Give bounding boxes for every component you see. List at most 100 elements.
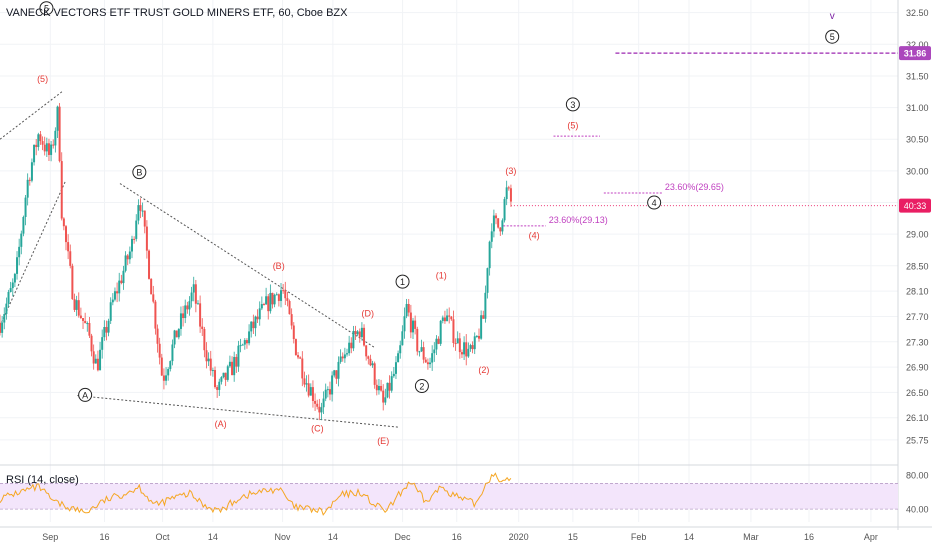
candle-body[interactable] — [343, 354, 346, 359]
candle-body[interactable] — [407, 303, 410, 313]
candle-body[interactable] — [256, 316, 259, 320]
candle-body[interactable] — [150, 278, 153, 295]
candle-body[interactable] — [397, 353, 400, 363]
candle-body[interactable] — [231, 361, 234, 376]
candle-body[interactable] — [294, 339, 297, 356]
candle-body[interactable] — [250, 321, 253, 332]
candle-body[interactable] — [354, 330, 357, 335]
candle-body[interactable] — [199, 303, 202, 327]
candle-body[interactable] — [341, 356, 344, 359]
candle-body[interactable] — [271, 292, 274, 305]
candle-body[interactable] — [326, 389, 329, 391]
candle-body[interactable] — [156, 328, 159, 344]
candle-body[interactable] — [1, 322, 4, 333]
candle-body[interactable] — [490, 231, 493, 242]
candle-body[interactable] — [241, 344, 244, 346]
candle-body[interactable] — [509, 188, 512, 202]
candle-body[interactable] — [497, 218, 500, 228]
candle-body[interactable] — [401, 331, 404, 346]
candle-body[interactable] — [380, 385, 383, 391]
candle-body[interactable] — [0, 322, 1, 333]
candle-body[interactable] — [245, 340, 248, 344]
candle-body[interactable] — [377, 385, 380, 391]
candle-body[interactable] — [214, 370, 217, 388]
candle-body[interactable] — [52, 144, 55, 146]
candle-body[interactable] — [339, 356, 342, 362]
candle-body[interactable] — [482, 315, 485, 319]
candle-body[interactable] — [282, 290, 285, 292]
candle-body[interactable] — [429, 362, 432, 365]
candle-body[interactable] — [384, 397, 387, 403]
candle-body[interactable] — [203, 329, 206, 351]
candle-body[interactable] — [135, 220, 138, 239]
candle-body[interactable] — [141, 210, 144, 212]
candle-body[interactable] — [39, 134, 42, 142]
candle-body[interactable] — [194, 284, 197, 304]
candle-body[interactable] — [405, 303, 408, 317]
candle-series[interactable] — [0, 103, 512, 421]
candle-body[interactable] — [465, 342, 468, 357]
candle-body[interactable] — [18, 246, 21, 258]
candle-body[interactable] — [196, 303, 199, 305]
candle-body[interactable] — [301, 358, 304, 379]
candle-body[interactable] — [324, 389, 327, 399]
candle-body[interactable] — [394, 362, 397, 374]
candle-body[interactable] — [441, 317, 444, 321]
candle-body[interactable] — [143, 210, 146, 227]
candle-body[interactable] — [84, 320, 87, 324]
candle-body[interactable] — [297, 355, 300, 358]
candle-body[interactable] — [473, 336, 476, 350]
candle-body[interactable] — [492, 215, 495, 232]
candle-body[interactable] — [41, 141, 44, 145]
candle-body[interactable] — [133, 238, 136, 240]
candle-body[interactable] — [356, 331, 359, 335]
candle-body[interactable] — [86, 323, 89, 325]
candle-body[interactable] — [309, 387, 312, 396]
candle-body[interactable] — [454, 343, 457, 345]
candle-body[interactable] — [139, 205, 142, 211]
candle-body[interactable] — [248, 331, 251, 344]
candle-body[interactable] — [386, 382, 389, 398]
candle-body[interactable] — [412, 320, 415, 333]
candle-body[interactable] — [318, 406, 321, 413]
candle-body[interactable] — [35, 144, 38, 148]
candle-body[interactable] — [218, 381, 221, 390]
candle-body[interactable] — [171, 344, 174, 362]
candle-body[interactable] — [363, 327, 366, 346]
candle-body[interactable] — [182, 313, 185, 319]
candle-body[interactable] — [222, 372, 225, 378]
candle-body[interactable] — [288, 301, 291, 315]
candle-body[interactable] — [499, 227, 502, 232]
candle-body[interactable] — [101, 337, 104, 350]
candle-body[interactable] — [13, 273, 16, 283]
candle-body[interactable] — [275, 294, 278, 296]
candle-body[interactable] — [216, 387, 219, 390]
candle-body[interactable] — [145, 226, 148, 251]
candle-body[interactable] — [458, 338, 461, 353]
candle-body[interactable] — [503, 199, 506, 221]
candle-body[interactable] — [284, 290, 287, 299]
candle-body[interactable] — [122, 270, 125, 284]
candle-body[interactable] — [9, 288, 12, 292]
candle-body[interactable] — [373, 363, 376, 385]
candle-body[interactable] — [109, 302, 112, 321]
candle-body[interactable] — [418, 351, 421, 353]
candle-body[interactable] — [64, 226, 67, 243]
candle-body[interactable] — [56, 106, 59, 131]
candle-body[interactable] — [495, 215, 498, 219]
candle-body[interactable] — [99, 349, 102, 371]
candle-body[interactable] — [11, 282, 14, 289]
candle-body[interactable] — [277, 294, 280, 301]
candle-body[interactable] — [290, 314, 293, 326]
candle-body[interactable] — [90, 335, 93, 352]
candle-body[interactable] — [7, 291, 10, 304]
candle-body[interactable] — [388, 382, 391, 391]
candle-body[interactable] — [311, 387, 314, 401]
candle-body[interactable] — [488, 241, 491, 269]
candle-body[interactable] — [333, 370, 336, 376]
candle-body[interactable] — [286, 298, 289, 302]
candle-body[interactable] — [501, 220, 504, 232]
candle-body[interactable] — [190, 292, 193, 302]
candle-body[interactable] — [486, 268, 489, 293]
